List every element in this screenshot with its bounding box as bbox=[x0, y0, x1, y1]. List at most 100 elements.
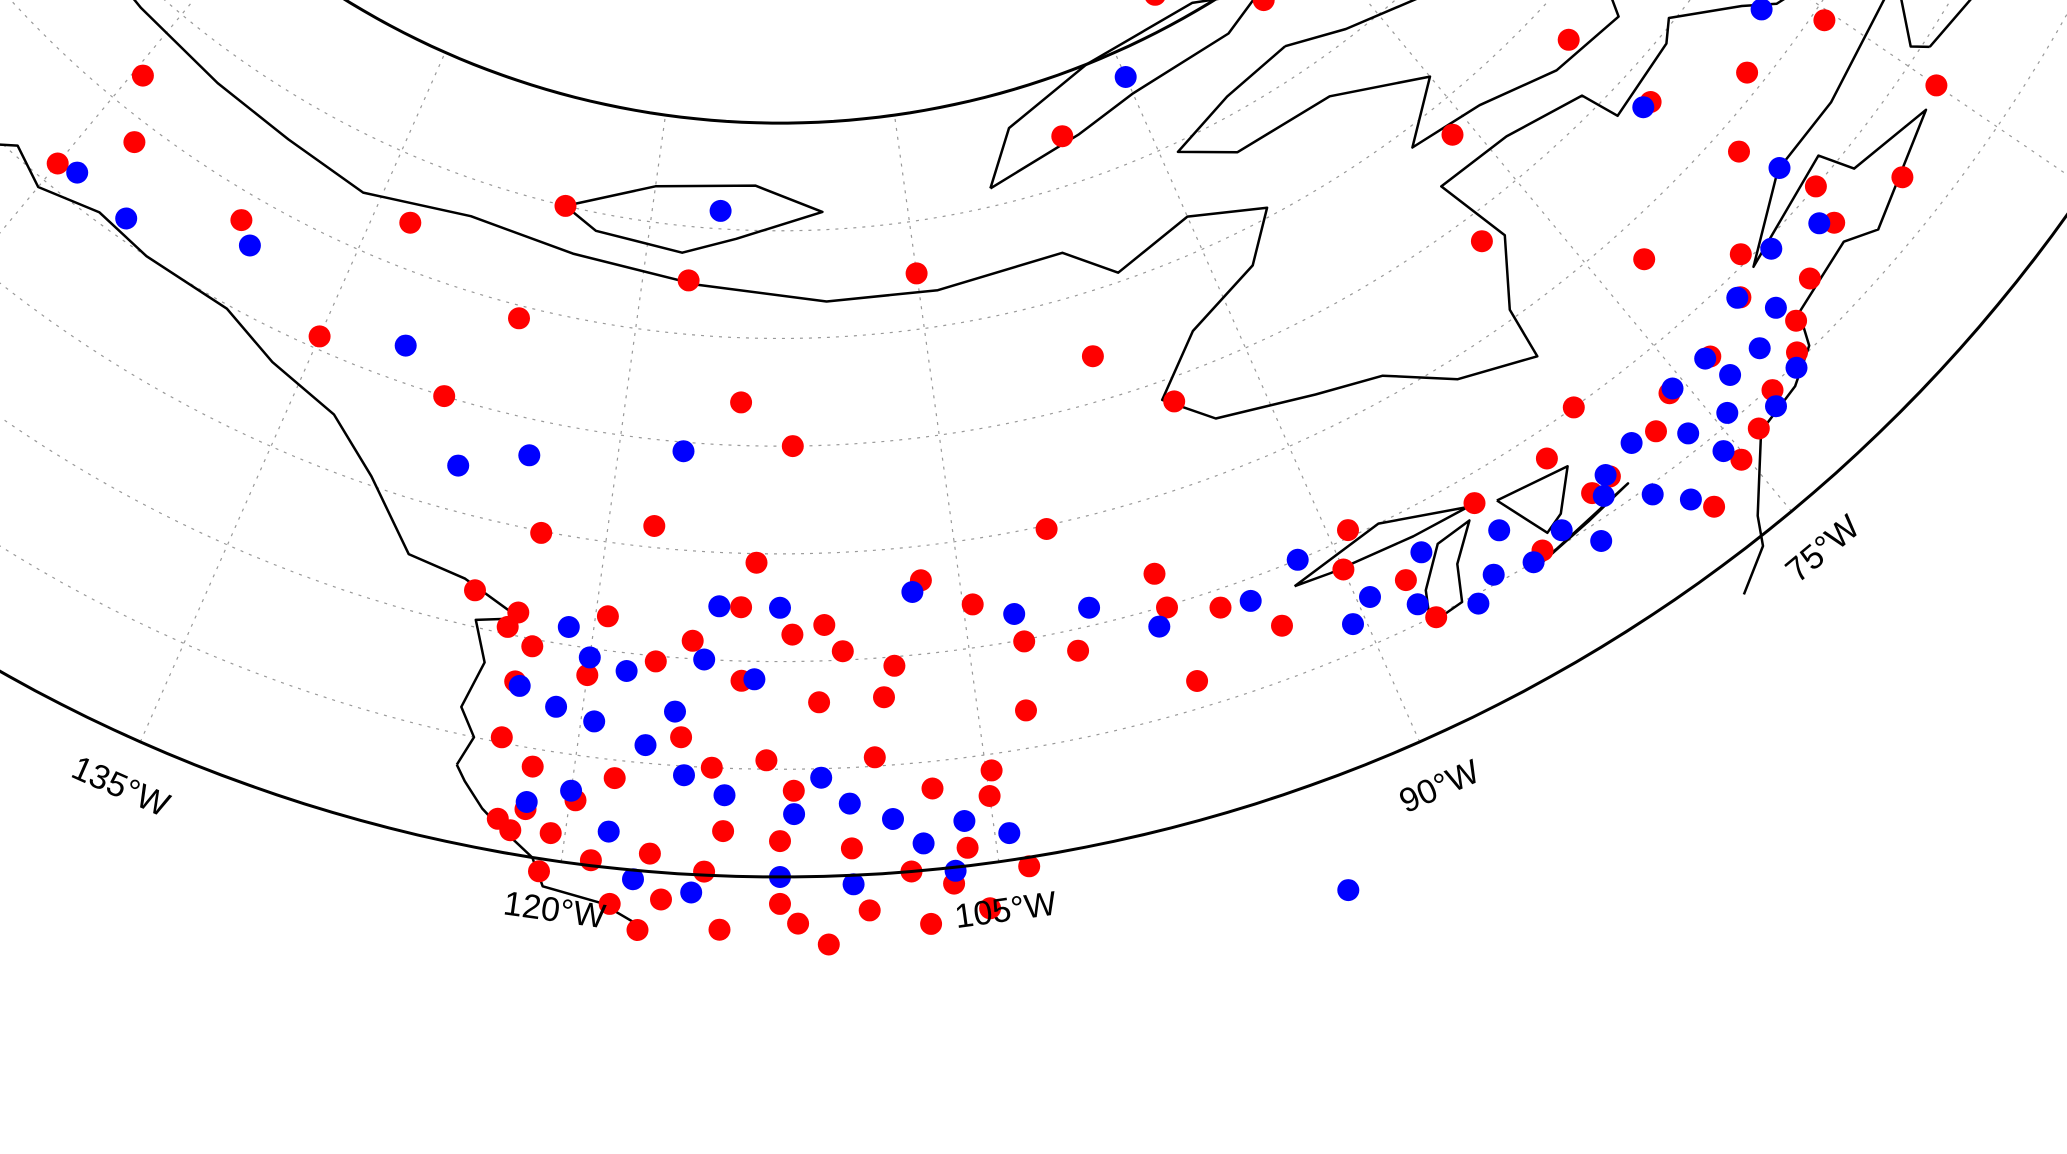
red-station-point bbox=[813, 614, 836, 636]
red-station-point bbox=[539, 822, 562, 845]
meridian-line bbox=[139, 52, 446, 743]
red-station-point bbox=[681, 629, 704, 652]
blue-station-point bbox=[1488, 519, 1511, 542]
blue-station-point bbox=[545, 695, 568, 718]
red-station-point bbox=[1557, 28, 1580, 51]
blue-station-point bbox=[1726, 286, 1749, 309]
coastline bbox=[0, 0, 1928, 766]
red-station-point bbox=[1470, 230, 1493, 253]
blue-station-point bbox=[664, 700, 686, 723]
blue-station-point bbox=[810, 766, 833, 789]
graticule-labels: 36°N42°N48°N54°N60°N66°N72°N78°N180°165°… bbox=[66, 508, 1867, 936]
blue-station-point bbox=[1641, 483, 1664, 506]
blue-station-point bbox=[518, 444, 541, 467]
red-station-point bbox=[638, 842, 661, 865]
map-frame bbox=[0, 0, 2067, 879]
blue-station-point bbox=[1750, 0, 1773, 21]
blue-station-point bbox=[912, 832, 935, 855]
parallel-line bbox=[163, 0, 1397, 232]
blue-station-point bbox=[394, 334, 417, 357]
blue-station-point bbox=[1661, 377, 1684, 400]
blue-station-point bbox=[557, 616, 580, 638]
blue-station-point bbox=[1594, 464, 1617, 486]
red-station-point bbox=[1252, 0, 1275, 12]
parallel-line bbox=[9, 0, 1551, 340]
blue-station-point bbox=[769, 596, 791, 619]
red-station-point bbox=[1463, 492, 1486, 515]
coastline bbox=[1176, 0, 1620, 154]
red-station-point bbox=[598, 892, 621, 915]
coastline bbox=[1496, 465, 1569, 535]
blue-station-point bbox=[1359, 586, 1381, 608]
meridian-line bbox=[1810, 0, 2067, 176]
red-station-point bbox=[1018, 855, 1041, 878]
parallel-line bbox=[0, 0, 1691, 447]
red-station-point bbox=[700, 756, 723, 779]
blue-station-point bbox=[1716, 401, 1739, 424]
parallel-line bbox=[0, 0, 1824, 555]
blue-station-point bbox=[115, 207, 138, 230]
red-station-point bbox=[626, 919, 649, 941]
blue-station-point bbox=[1808, 212, 1831, 235]
longitude-label: 135°W bbox=[66, 749, 175, 825]
blue-station-point bbox=[238, 234, 261, 257]
red-station-point bbox=[123, 131, 146, 154]
red-station-point bbox=[1209, 596, 1232, 619]
blue-station-point bbox=[1679, 488, 1702, 511]
red-station-point bbox=[787, 912, 810, 935]
blue-station-point bbox=[1078, 596, 1101, 619]
red-station-point bbox=[521, 755, 544, 778]
red-station-point bbox=[1186, 670, 1209, 692]
red-station-point bbox=[1804, 175, 1827, 198]
blue-station-point bbox=[1482, 563, 1505, 586]
blue-station-point bbox=[1337, 879, 1360, 902]
blue-station-point bbox=[783, 803, 806, 826]
red-station-point bbox=[521, 635, 544, 658]
red-station-point bbox=[961, 593, 984, 616]
red-station-point bbox=[905, 262, 928, 285]
meridian-line bbox=[1114, 52, 1421, 743]
red-station-point bbox=[1730, 448, 1753, 471]
blue-station-point bbox=[1768, 157, 1791, 179]
red-station-point bbox=[1785, 309, 1808, 332]
red-station-point bbox=[1645, 420, 1667, 443]
red-station-point bbox=[693, 860, 716, 883]
red-station-point bbox=[1728, 140, 1750, 163]
longitude-label: 90°W bbox=[1394, 752, 1486, 820]
blue-station-point bbox=[882, 808, 904, 830]
blue-station-point bbox=[998, 822, 1021, 845]
red-station-point bbox=[554, 194, 577, 217]
red-station-point bbox=[1798, 267, 1821, 290]
coastlines bbox=[0, 0, 1972, 934]
red-station-point bbox=[399, 211, 422, 234]
red-station-point bbox=[1747, 417, 1770, 440]
red-station-point bbox=[528, 860, 550, 883]
coastline bbox=[1900, 0, 1972, 49]
red-station-point bbox=[755, 749, 778, 772]
red-station-point bbox=[730, 391, 753, 414]
red-station-point bbox=[1633, 248, 1656, 271]
red-station-point bbox=[1703, 495, 1726, 518]
red-station-point bbox=[840, 837, 863, 860]
blue-station-point bbox=[693, 648, 716, 671]
red-station-point bbox=[1163, 390, 1186, 413]
red-station-point bbox=[644, 650, 667, 673]
red-station-point bbox=[1015, 699, 1037, 722]
blue-station-point bbox=[713, 784, 736, 807]
blue-station-point bbox=[1590, 530, 1613, 552]
red-station-point bbox=[817, 933, 840, 956]
blue-station-point bbox=[560, 779, 583, 802]
red-station-point bbox=[1441, 123, 1464, 146]
graticule bbox=[0, 0, 2067, 862]
blue-station-point bbox=[1592, 484, 1615, 507]
blue-station-point bbox=[578, 646, 601, 669]
red-station-point bbox=[1156, 596, 1178, 619]
red-station-point bbox=[131, 64, 154, 87]
blue-station-point bbox=[1286, 548, 1309, 571]
blue-station-point bbox=[1114, 66, 1137, 88]
blue-station-point bbox=[1632, 96, 1655, 119]
blue-station-point bbox=[1712, 440, 1735, 463]
blue-station-point bbox=[622, 868, 644, 891]
blue-station-point bbox=[673, 764, 695, 787]
